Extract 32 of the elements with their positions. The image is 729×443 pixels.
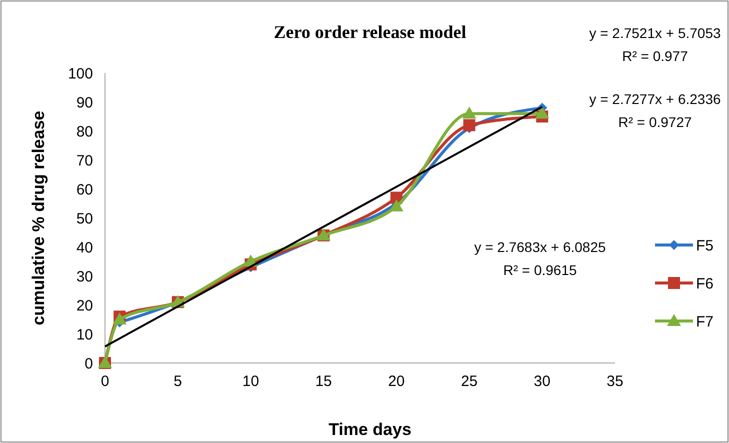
x-axis-title: Time days	[328, 420, 412, 439]
y-tick-label: 30	[76, 268, 93, 286]
y-tick-label: 100	[68, 65, 93, 82]
y-tick-label: 40	[76, 239, 93, 256]
y-tick-label: 10	[76, 326, 93, 344]
x-tick-label: 15	[315, 373, 332, 390]
point	[462, 106, 476, 119]
text: y = 2.7521x + 5.7053 R² = 0.977	[589, 25, 721, 64]
x-tick-label: 5	[174, 373, 182, 390]
point	[389, 199, 404, 212]
y-tick-label: 0	[84, 355, 93, 372]
point	[535, 106, 550, 119]
y-tick-label: 60	[76, 181, 93, 198]
annotation: y = 2.7277x + 6.2336 R² = 0.9727	[589, 91, 721, 130]
y-tick-label: 80	[76, 123, 93, 140]
y-tick-label: 20	[76, 297, 93, 314]
y-tick-label: 70	[76, 152, 93, 170]
x-tick-label: 10	[242, 373, 260, 390]
x-tick-label: 0	[100, 373, 110, 390]
y-axis-title: cumulative % drug release	[29, 110, 48, 326]
legend-label: F5	[696, 237, 714, 254]
y-tick-label: 90	[76, 94, 93, 112]
chart-title: Zero order release model	[274, 22, 466, 42]
x-tick-label: 30	[534, 373, 550, 390]
y-tick-label: 50	[76, 210, 93, 228]
point	[463, 119, 476, 132]
x-tick-label: 35	[606, 373, 624, 390]
legend-label: F7	[696, 313, 714, 330]
x-tick-label: 20	[388, 373, 405, 390]
x-tick-label: 25	[460, 373, 478, 390]
annotation: y = 2.7683x + 6.0825 R² = 0.9615	[474, 239, 606, 278]
legend-label: F6	[696, 275, 714, 292]
